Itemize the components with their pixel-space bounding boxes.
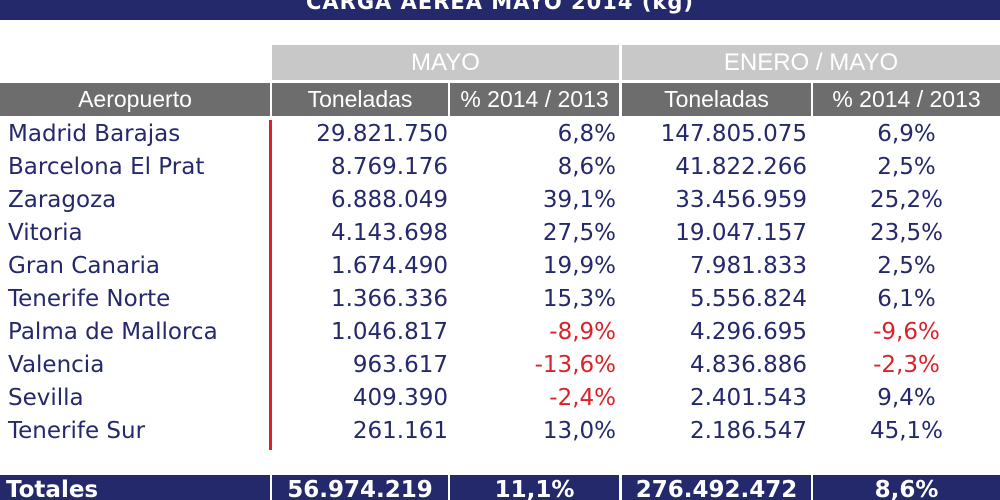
cell-airport: Zaragoza xyxy=(8,187,117,213)
group-header-enero-mayo: ENERO / MAYO xyxy=(622,45,1000,80)
cell-tons-enero-mayo: 4.296.695 xyxy=(689,319,807,345)
cell-tons-enero-mayo: 2.186.547 xyxy=(689,418,807,444)
totals-tons-enero-mayo: 276.492.472 xyxy=(622,475,811,500)
table-title: CARGA AÉREA MAYO 2014 (kg) xyxy=(0,0,1000,20)
table-row: Palma de Mallorca 1.046.817 -8,9% 4.296.695… xyxy=(0,316,1000,349)
cell-pct-mayo: 6,8% xyxy=(557,121,616,147)
table-body: Madrid Barajas 29.821.750 6,8% 147.805.075 6… xyxy=(0,118,1000,448)
totals-pct-enero-mayo: 8,6% xyxy=(813,475,1000,500)
cell-pct-enero-mayo: 2,5% xyxy=(877,253,936,279)
table-row: Tenerife Sur 261.161 13,0% 2.186.547 45,1% xyxy=(0,415,1000,448)
cell-tons-mayo: 4.143.698 xyxy=(330,220,448,246)
column-header-airport: Aeropuerto xyxy=(0,83,270,116)
cell-pct-enero-mayo: 2,5% xyxy=(877,154,936,180)
cell-pct-enero-mayo: 6,9% xyxy=(877,121,936,147)
cell-airport: Valencia xyxy=(8,352,105,378)
totals-pct-mayo: 11,1% xyxy=(450,475,619,500)
cell-tons-mayo: 1.046.817 xyxy=(330,319,448,345)
cell-airport: Sevilla xyxy=(8,385,84,411)
cell-tons-mayo: 963.617 xyxy=(352,352,448,378)
totals-tons-mayo: 56.974.219 xyxy=(272,475,448,500)
column-divider xyxy=(269,120,272,450)
cell-tons-enero-mayo: 33.456.959 xyxy=(675,187,807,213)
column-header-tons-mayo: Toneladas xyxy=(272,83,448,116)
cell-tons-enero-mayo: 4.836.886 xyxy=(689,352,807,378)
cell-tons-mayo: 1.366.336 xyxy=(330,286,448,312)
cell-airport: Barcelona El Prat xyxy=(8,154,205,180)
cell-tons-enero-mayo: 147.805.075 xyxy=(660,121,807,147)
cell-pct-mayo: -8,9% xyxy=(549,319,616,345)
cell-tons-mayo: 8.769.176 xyxy=(330,154,448,180)
cell-tons-mayo: 1.674.490 xyxy=(330,253,448,279)
cell-tons-mayo: 409.390 xyxy=(352,385,448,411)
table-row: Zaragoza 6.888.049 39,1% 33.456.959 25,2% xyxy=(0,184,1000,217)
cell-pct-enero-mayo: 23,5% xyxy=(869,220,944,246)
table-row: Vitoria 4.143.698 27,5% 19.047.157 23,5% xyxy=(0,217,1000,250)
cell-tons-mayo: 261.161 xyxy=(352,418,448,444)
column-header-tons-enero-mayo: Toneladas xyxy=(622,83,811,116)
cell-airport: Palma de Mallorca xyxy=(8,319,218,345)
cell-pct-mayo: 27,5% xyxy=(542,220,616,246)
cell-pct-mayo: 15,3% xyxy=(542,286,616,312)
group-header-mayo: MAYO xyxy=(272,45,619,80)
cell-tons-mayo: 29.821.750 xyxy=(316,121,448,147)
cell-pct-mayo: 8,6% xyxy=(557,154,616,180)
cell-pct-enero-mayo: 6,1% xyxy=(877,286,936,312)
cell-airport: Gran Canaria xyxy=(8,253,161,279)
cell-tons-enero-mayo: 2.401.543 xyxy=(689,385,807,411)
table-row: Valencia 963.617 -13,6% 4.836.886 -2,3% xyxy=(0,349,1000,382)
cell-pct-enero-mayo: 9,4% xyxy=(877,385,936,411)
cell-pct-mayo: 39,1% xyxy=(542,187,616,213)
cell-airport: Tenerife Norte xyxy=(8,286,171,312)
cell-airport: Vitoria xyxy=(8,220,83,246)
table-row: Sevilla 409.390 -2,4% 2.401.543 9,4% xyxy=(0,382,1000,415)
table-row: Barcelona El Prat 8.769.176 8,6% 41.822.266… xyxy=(0,151,1000,184)
cell-pct-mayo: 19,9% xyxy=(542,253,616,279)
cell-pct-enero-mayo: -9,6% xyxy=(873,319,940,345)
totals-label: Totales xyxy=(0,475,270,500)
column-header-pct-mayo: % 2014 / 2013 xyxy=(450,83,619,116)
column-header-pct-enero-mayo: % 2014 / 2013 xyxy=(813,83,1000,116)
cell-airport: Tenerife Sur xyxy=(8,418,146,444)
table-row: Tenerife Norte 1.366.336 15,3% 5.556.824 6,1… xyxy=(0,283,1000,316)
cell-pct-enero-mayo: -2,3% xyxy=(873,352,940,378)
cell-tons-enero-mayo: 5.556.824 xyxy=(689,286,807,312)
cell-pct-mayo: 13,0% xyxy=(542,418,616,444)
cell-airport: Madrid Barajas xyxy=(8,121,181,147)
cell-pct-enero-mayo: 25,2% xyxy=(869,187,944,213)
table-row: Gran Canaria 1.674.490 19,9% 7.981.833 2,5% xyxy=(0,250,1000,283)
cell-pct-enero-mayo: 45,1% xyxy=(869,418,944,444)
cell-pct-mayo: -2,4% xyxy=(549,385,616,411)
cell-tons-enero-mayo: 7.981.833 xyxy=(689,253,807,279)
table-row: Madrid Barajas 29.821.750 6,8% 147.805.075 6… xyxy=(0,118,1000,151)
cell-tons-enero-mayo: 19.047.157 xyxy=(675,220,807,246)
cell-tons-mayo: 6.888.049 xyxy=(330,187,448,213)
cell-pct-mayo: -13,6% xyxy=(534,352,616,378)
cell-tons-enero-mayo: 41.822.266 xyxy=(675,154,807,180)
